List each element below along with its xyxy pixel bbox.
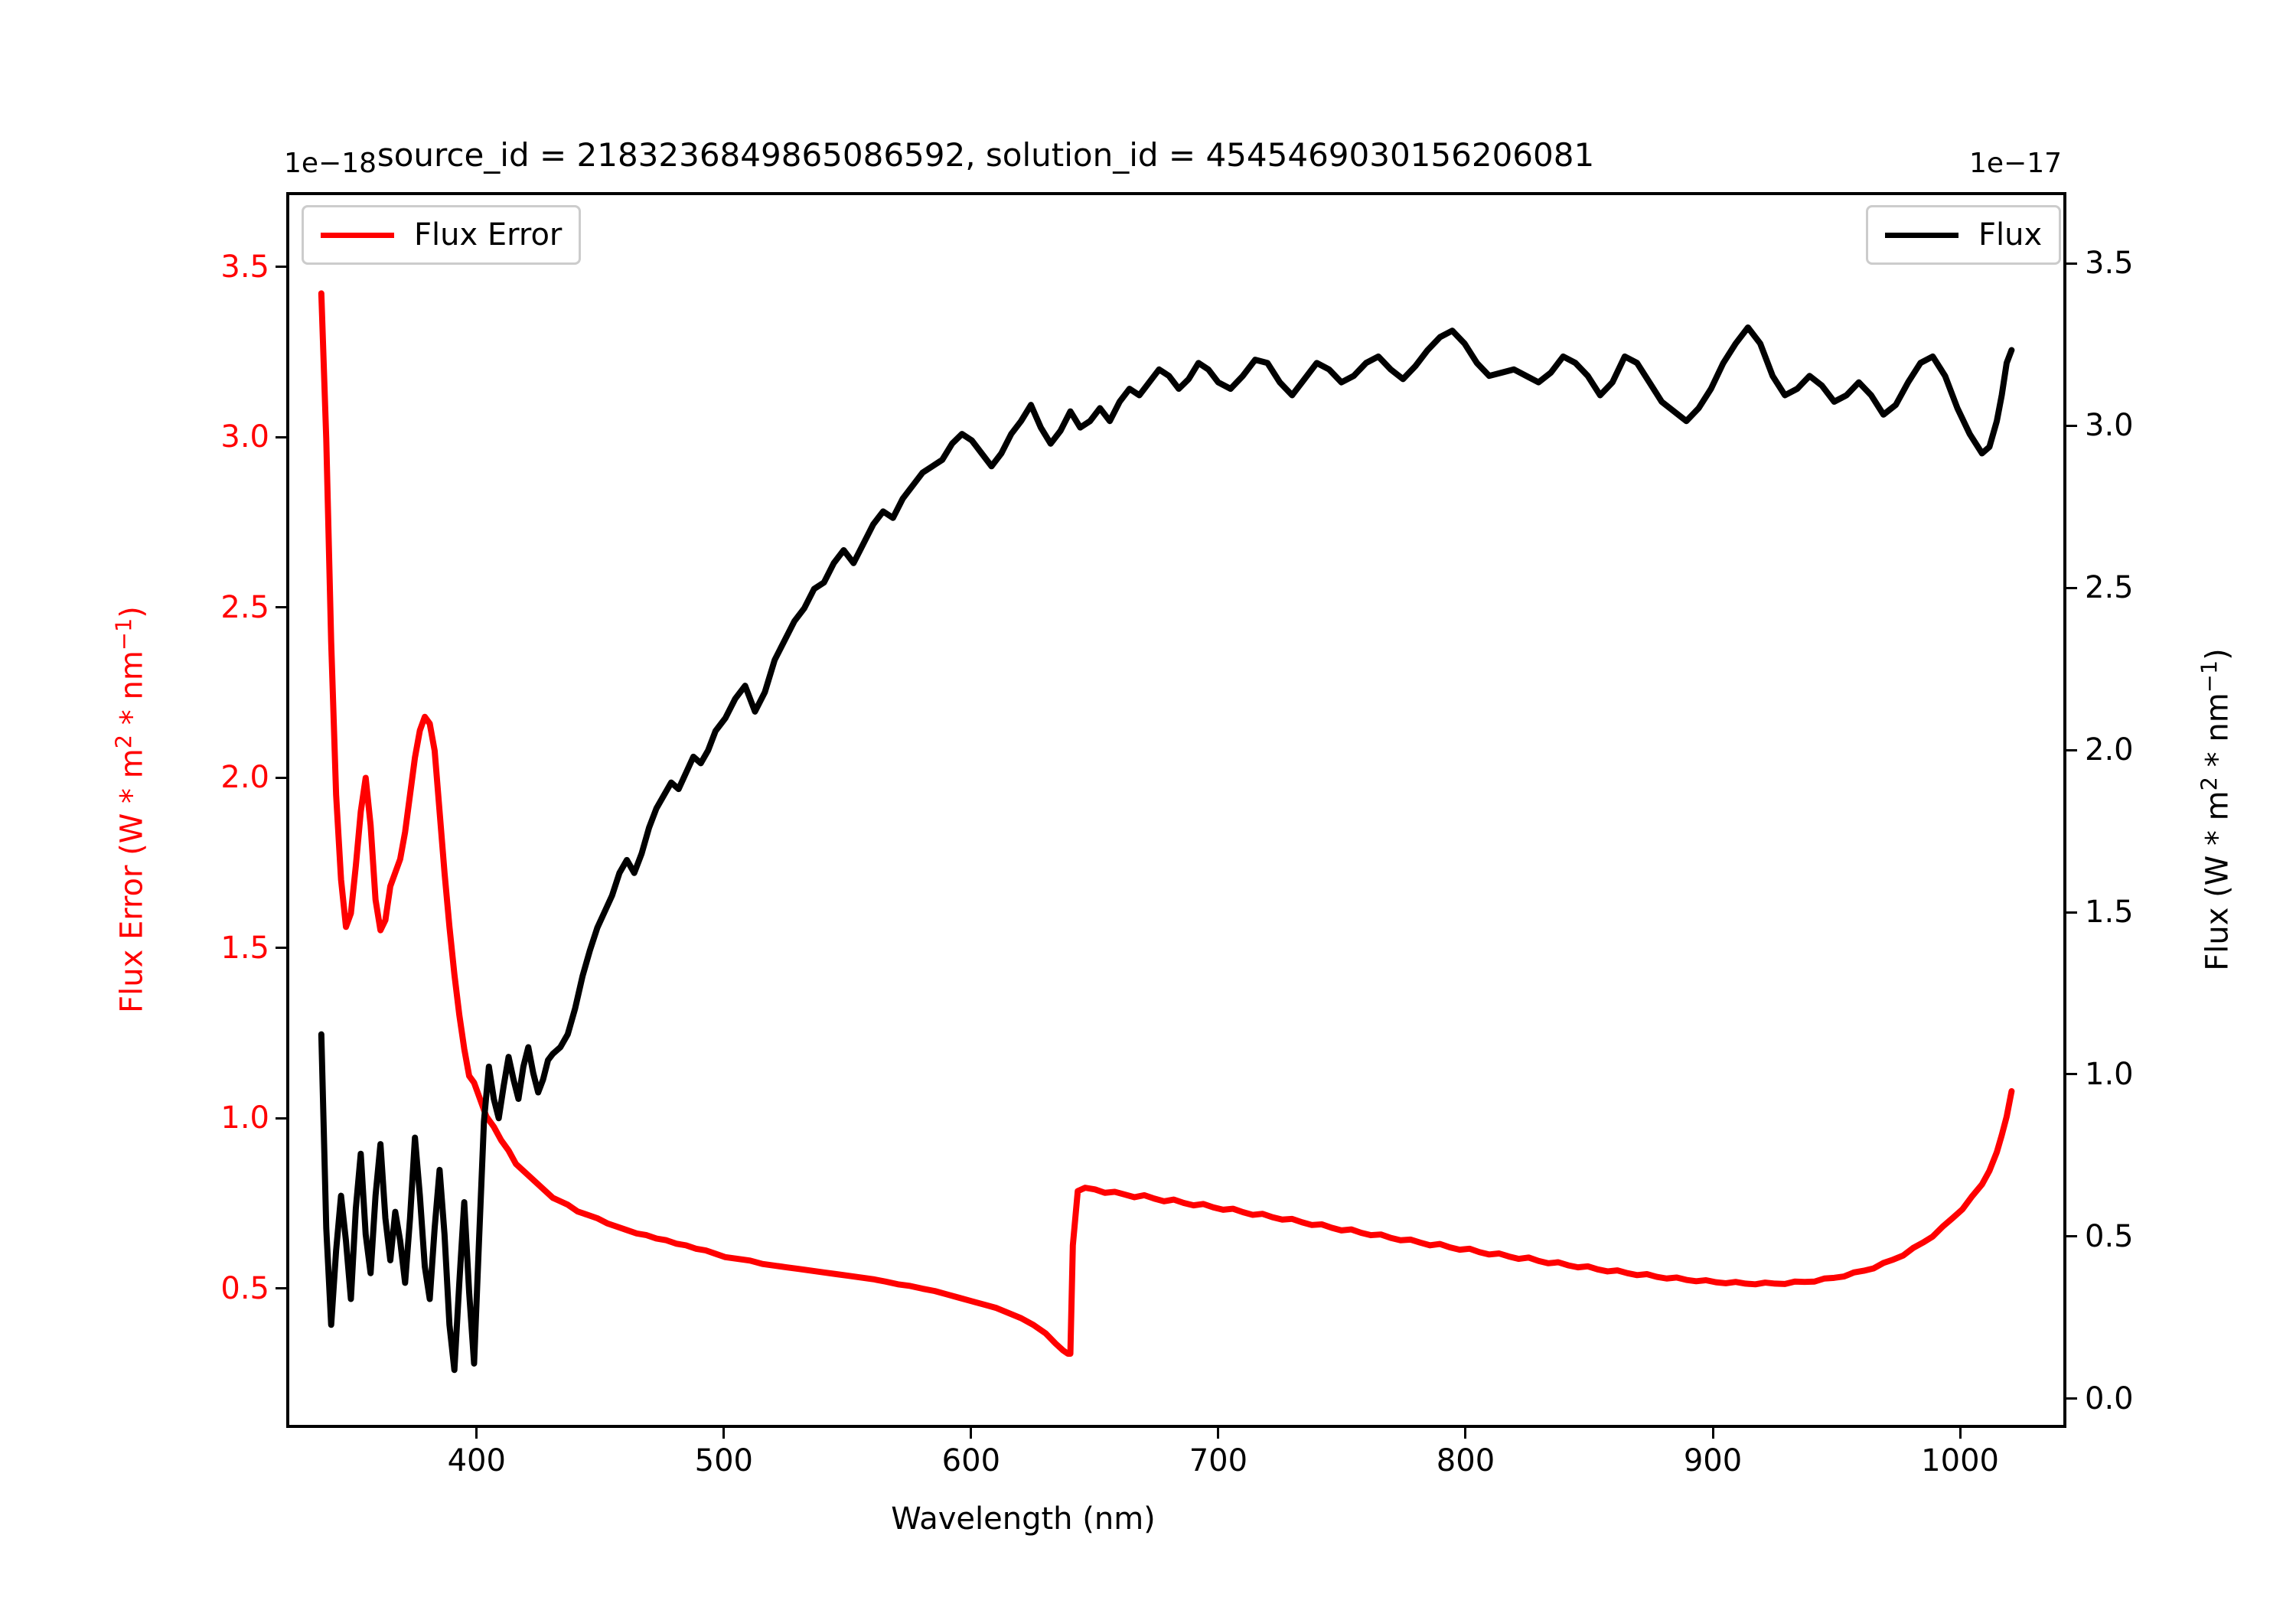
right-y-tick-mark-3.5	[2066, 262, 2077, 265]
left-y-tick-mark-2.0	[276, 776, 286, 779]
right-y-axis-label-prefix: Flux (W * m	[2200, 790, 2236, 971]
legend-flux[interactable]: Flux	[1866, 205, 2062, 265]
page-title: source_id = 2183236849865086592, solutio…	[0, 136, 2296, 174]
left-y-axis-label-sup1: 2	[110, 734, 137, 749]
plot-axes	[286, 192, 2066, 1428]
x-tick-mark-400	[475, 1428, 478, 1439]
right-y-tick-label-2.0: 2.0	[2085, 732, 2134, 768]
x-axis-label: Wavelength (nm)	[0, 1501, 2296, 1537]
legend-flux-error-swatch	[321, 232, 394, 238]
plot-lines-svg	[318, 290, 2015, 1374]
right-y-tick-mark-1.5	[2066, 911, 2077, 914]
legend-flux-label: Flux	[1978, 217, 2043, 253]
x-tick-mark-600	[970, 1428, 973, 1439]
plot-title-text: source_id = 2183236849865086592, solutio…	[377, 136, 1595, 174]
right-y-axis-label-suffix: )	[2200, 648, 2236, 660]
left-y-tick-label-2.5: 2.5	[220, 589, 269, 625]
x-tick-label-1000: 1000	[1921, 1443, 1999, 1478]
x-tick-mark-1000	[1958, 1428, 1962, 1439]
right-y-tick-label-3.5: 3.5	[2085, 246, 2134, 282]
right-y-tick-mark-2.0	[2066, 748, 2077, 751]
left-y-axis-label-sup2: −1	[110, 618, 137, 651]
left-y-axis-label-prefix: Flux Error (W * m	[114, 748, 150, 1013]
x-tick-mark-900	[1711, 1428, 1714, 1439]
left-y-tick-label-1.0: 1.0	[220, 1100, 269, 1136]
right-axis-offset-text: 1e−17	[1969, 148, 2063, 179]
x-tick-label-400: 400	[447, 1443, 506, 1478]
legend-flux-error[interactable]: Flux Error	[302, 205, 582, 265]
left-y-axis-label-suffix: )	[114, 606, 150, 618]
right-y-tick-label-0.5: 0.5	[2085, 1218, 2134, 1254]
right-y-axis-label-mid: * nm	[2200, 693, 2236, 777]
left-y-tick-label-2.0: 2.0	[220, 760, 269, 796]
x-tick-mark-700	[1217, 1428, 1220, 1439]
right-y-tick-mark-0.0	[2066, 1397, 2077, 1400]
left-y-tick-mark-0.5	[276, 1287, 286, 1290]
x-tick-label-700: 700	[1189, 1443, 1248, 1478]
x-tick-label-800: 800	[1436, 1443, 1495, 1478]
x-tick-label-600: 600	[941, 1443, 1001, 1478]
right-y-tick-label-1.5: 1.5	[2085, 895, 2134, 931]
right-y-tick-mark-3.0	[2066, 424, 2077, 427]
x-axis-label-text: Wavelength (nm)	[891, 1501, 1156, 1537]
flux-line	[318, 324, 2015, 1374]
x-tick-label-500: 500	[694, 1443, 753, 1478]
left-y-tick-mark-3.0	[276, 435, 286, 438]
x-tick-mark-500	[722, 1428, 726, 1439]
right-y-tick-label-0.0: 0.0	[2085, 1380, 2134, 1416]
right-y-tick-label-3.0: 3.0	[2085, 408, 2134, 444]
right-y-axis-label-sup1: 2	[2196, 777, 2223, 791]
x-tick-mark-800	[1464, 1428, 1467, 1439]
legend-flux-swatch	[1885, 232, 1958, 238]
left-axis-offset-text: 1e−18	[284, 148, 377, 179]
flux-error-line	[318, 290, 2015, 1358]
x-tick-label-900: 900	[1683, 1443, 1743, 1478]
right-y-tick-mark-0.5	[2066, 1235, 2077, 1238]
left-y-tick-label-3.0: 3.0	[220, 419, 269, 455]
left-y-tick-mark-1.5	[276, 947, 286, 950]
left-y-tick-label-1.5: 1.5	[220, 930, 269, 966]
right-y-tick-label-1.0: 1.0	[2085, 1056, 2134, 1092]
right-y-axis-label-sup2: −1	[2196, 660, 2223, 693]
right-y-tick-label-2.5: 2.5	[2085, 570, 2134, 606]
right-y-tick-mark-1.0	[2066, 1073, 2077, 1076]
legend-flux-error-label: Flux Error	[414, 217, 563, 253]
left-y-tick-mark-2.5	[276, 606, 286, 609]
left-y-tick-label-3.5: 3.5	[220, 249, 269, 285]
left-y-axis-label-mid: * nm	[114, 650, 150, 735]
left-y-axis-label: Flux Error (W * m2 * nm−1)	[110, 606, 149, 1013]
left-y-tick-label-0.5: 0.5	[220, 1270, 269, 1306]
left-y-tick-mark-1.0	[276, 1116, 286, 1120]
right-y-axis-label: Flux (W * m2 * nm−1)	[2196, 648, 2235, 971]
right-y-tick-mark-2.5	[2066, 586, 2077, 589]
left-y-tick-mark-3.5	[276, 266, 286, 269]
